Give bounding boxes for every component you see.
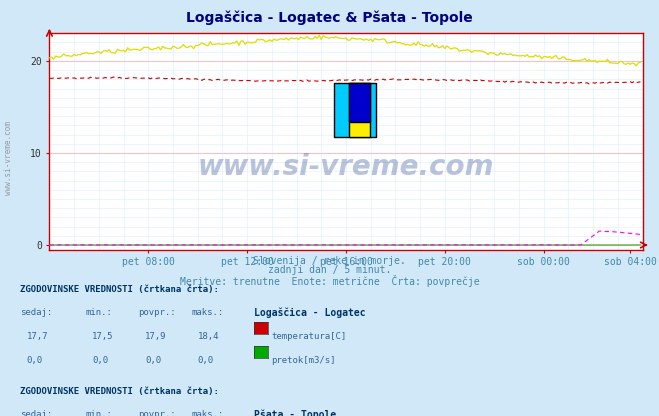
Text: ZGODOVINSKE VREDNOSTI (črtkana črta):: ZGODOVINSKE VREDNOSTI (črtkana črta):	[20, 285, 219, 294]
Text: Logaščica - Logatec: Logaščica - Logatec	[254, 308, 365, 318]
Text: min.:: min.:	[86, 410, 113, 416]
Text: 0,0: 0,0	[92, 356, 108, 365]
Text: Logaščica - Logatec & Pšata - Topole: Logaščica - Logatec & Pšata - Topole	[186, 10, 473, 25]
Text: www.si-vreme.com: www.si-vreme.com	[4, 121, 13, 195]
Text: 0,0: 0,0	[26, 356, 42, 365]
Text: temperatura[C]: temperatura[C]	[272, 332, 347, 341]
Text: www.si-vreme.com: www.si-vreme.com	[198, 154, 494, 181]
Text: povpr.:: povpr.:	[138, 308, 176, 317]
Text: 17,7: 17,7	[26, 332, 48, 341]
Text: Slovenija / reke in morje.: Slovenija / reke in morje.	[253, 256, 406, 266]
Text: povpr.:: povpr.:	[138, 410, 176, 416]
FancyBboxPatch shape	[334, 83, 376, 137]
Text: zadnji dan / 5 minut.: zadnji dan / 5 minut.	[268, 265, 391, 275]
Text: 18,4: 18,4	[198, 332, 219, 341]
Text: min.:: min.:	[86, 308, 113, 317]
Text: sedaj:: sedaj:	[20, 410, 52, 416]
Text: Pšata - Topole: Pšata - Topole	[254, 410, 336, 416]
Text: pretok[m3/s]: pretok[m3/s]	[272, 356, 336, 365]
Text: ZGODOVINSKE VREDNOSTI (črtkana črta):: ZGODOVINSKE VREDNOSTI (črtkana črta):	[20, 387, 219, 396]
Text: 0,0: 0,0	[198, 356, 214, 365]
Text: maks.:: maks.:	[191, 308, 223, 317]
Text: 17,9: 17,9	[145, 332, 167, 341]
Text: 0,0: 0,0	[145, 356, 161, 365]
Text: 17,5: 17,5	[92, 332, 114, 341]
Text: maks.:: maks.:	[191, 410, 223, 416]
FancyBboxPatch shape	[349, 83, 370, 122]
Text: Meritve: trenutne  Enote: metrične  Črta: povprečje: Meritve: trenutne Enote: metrične Črta: …	[180, 275, 479, 287]
FancyBboxPatch shape	[349, 83, 370, 137]
Text: sedaj:: sedaj:	[20, 308, 52, 317]
